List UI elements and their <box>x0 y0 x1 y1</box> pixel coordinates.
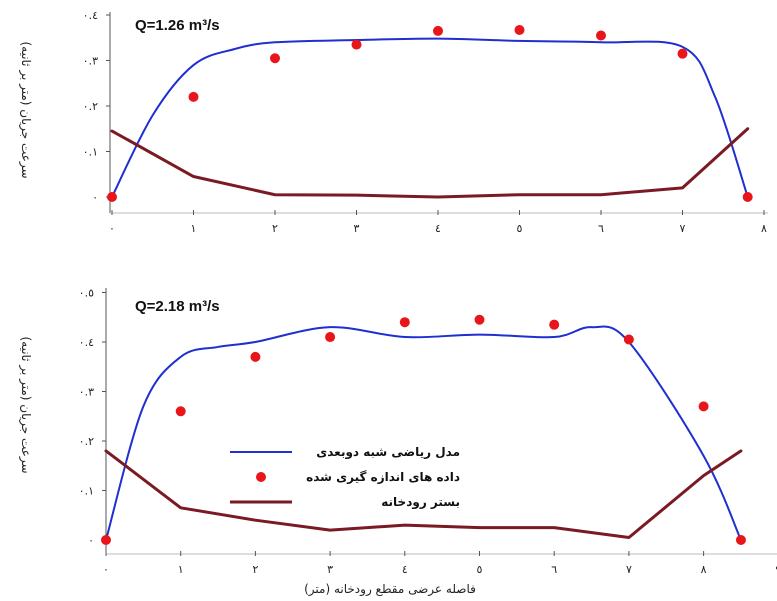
x-tick-label: ٦ <box>598 222 604 235</box>
legend-label: بستر رودخانه <box>381 495 460 510</box>
series-measured-point <box>433 25 443 36</box>
x-tick-label: ١ <box>178 563 184 576</box>
y-tick-label: ٠ <box>92 191 98 204</box>
legend-swatch <box>256 472 266 482</box>
x-tick-label: ٣ <box>354 222 360 235</box>
series-model-line <box>111 37 749 198</box>
series-riverbed-line <box>104 449 743 540</box>
series-measured-point <box>250 351 261 362</box>
chart-panel-2: ٠ ٠.١ ٠.٢ ٠.٣ ٠.٤ ٠.٥ ٠ ١ ٢ ٣ ٤ ٥ ٦ ٧ ٨ ٩ سرعت جریان (مت… <box>18 287 777 597</box>
series-measured-point <box>742 192 753 202</box>
x-tick-label: ٢ <box>252 563 258 576</box>
series-measured-point <box>514 25 525 36</box>
series-measured-point <box>270 53 280 64</box>
y-tick-label: ٠.١ <box>83 146 98 159</box>
series-measured-point <box>735 535 746 545</box>
x-tick-label: ٣ <box>327 563 333 576</box>
y-tick-label: ٠.٢ <box>83 100 98 113</box>
legend: مدل ریاضی شبه دوبعدی داده های اندازه گیری… <box>230 445 460 510</box>
x-tick-label: ٥ <box>477 563 483 576</box>
x-tick-label: ٧ <box>680 222 686 235</box>
x-tick-label: ٥ <box>517 222 523 235</box>
legend-label: داده های اندازه گیری شده <box>306 470 460 484</box>
x-tick-label: ٦ <box>551 563 557 576</box>
discharge-annotation: Q=2.18 m³/s <box>135 298 220 315</box>
series-measured-point <box>325 332 336 343</box>
series-measured-point <box>175 406 186 417</box>
x-tick-label: ٠ <box>103 563 109 576</box>
x-axis-title: فاصله عرضی مقطع رودخانه (متر) <box>304 582 476 597</box>
series-measured-point <box>549 319 560 330</box>
series-measured-point <box>698 401 709 412</box>
series-measured-point <box>351 39 362 50</box>
series-measured-point <box>107 192 117 202</box>
chart-panel-1: ٠ ٠.١ ٠.٢ ٠.٣ ٠.٤ ٠ ١ ٢ ٣ ٤ ٥ ٦ ٧ ٨ سرعت جریان (متر بر… <box>18 9 768 235</box>
series-measured-point <box>101 535 111 545</box>
series-measured-point <box>677 48 688 59</box>
y-tick-label: ٠.٢ <box>79 435 94 448</box>
y-tick-label: ٠.٥ <box>79 287 94 300</box>
y-axis-title: سرعت جریان (متر بر ثانیه) <box>18 41 33 178</box>
x-tick-label: ٤ <box>435 222 441 235</box>
x-tick-label: ٠ <box>109 222 115 235</box>
series-measured-point <box>474 314 485 325</box>
series-measured-point <box>188 91 199 102</box>
x-tick-label: ١ <box>191 222 197 235</box>
y-tick-label: ٠ <box>88 534 94 547</box>
series-measured-point <box>596 30 606 41</box>
legend-label: مدل ریاضی شبه دوبعدی <box>316 445 460 460</box>
y-tick-label: ٠.١ <box>79 485 94 498</box>
x-tick-label: ٢ <box>272 222 278 235</box>
y-tick-label: ٠.٣ <box>79 386 94 399</box>
discharge-annotation: Q=1.26 m³/s <box>135 17 220 34</box>
x-tick-label: ٧ <box>626 563 632 576</box>
y-tick-label: ٠.٣ <box>83 55 98 68</box>
series-measured-point <box>399 317 410 328</box>
y-tick-label: ٠.٤ <box>83 9 98 22</box>
x-tick-label: ٤ <box>402 563 408 576</box>
y-axis-title: سرعت جریان (متر بر ثانیه) <box>18 336 33 473</box>
series-measured-point <box>623 334 634 345</box>
x-tick-label: ٨ <box>761 222 767 235</box>
series-riverbed-line <box>110 127 750 199</box>
series-model-line <box>105 325 742 541</box>
x-tick-label: ٩ <box>775 563 777 576</box>
x-tick-label: ٨ <box>701 563 707 576</box>
y-tick-label: ٠.٤ <box>79 336 94 349</box>
